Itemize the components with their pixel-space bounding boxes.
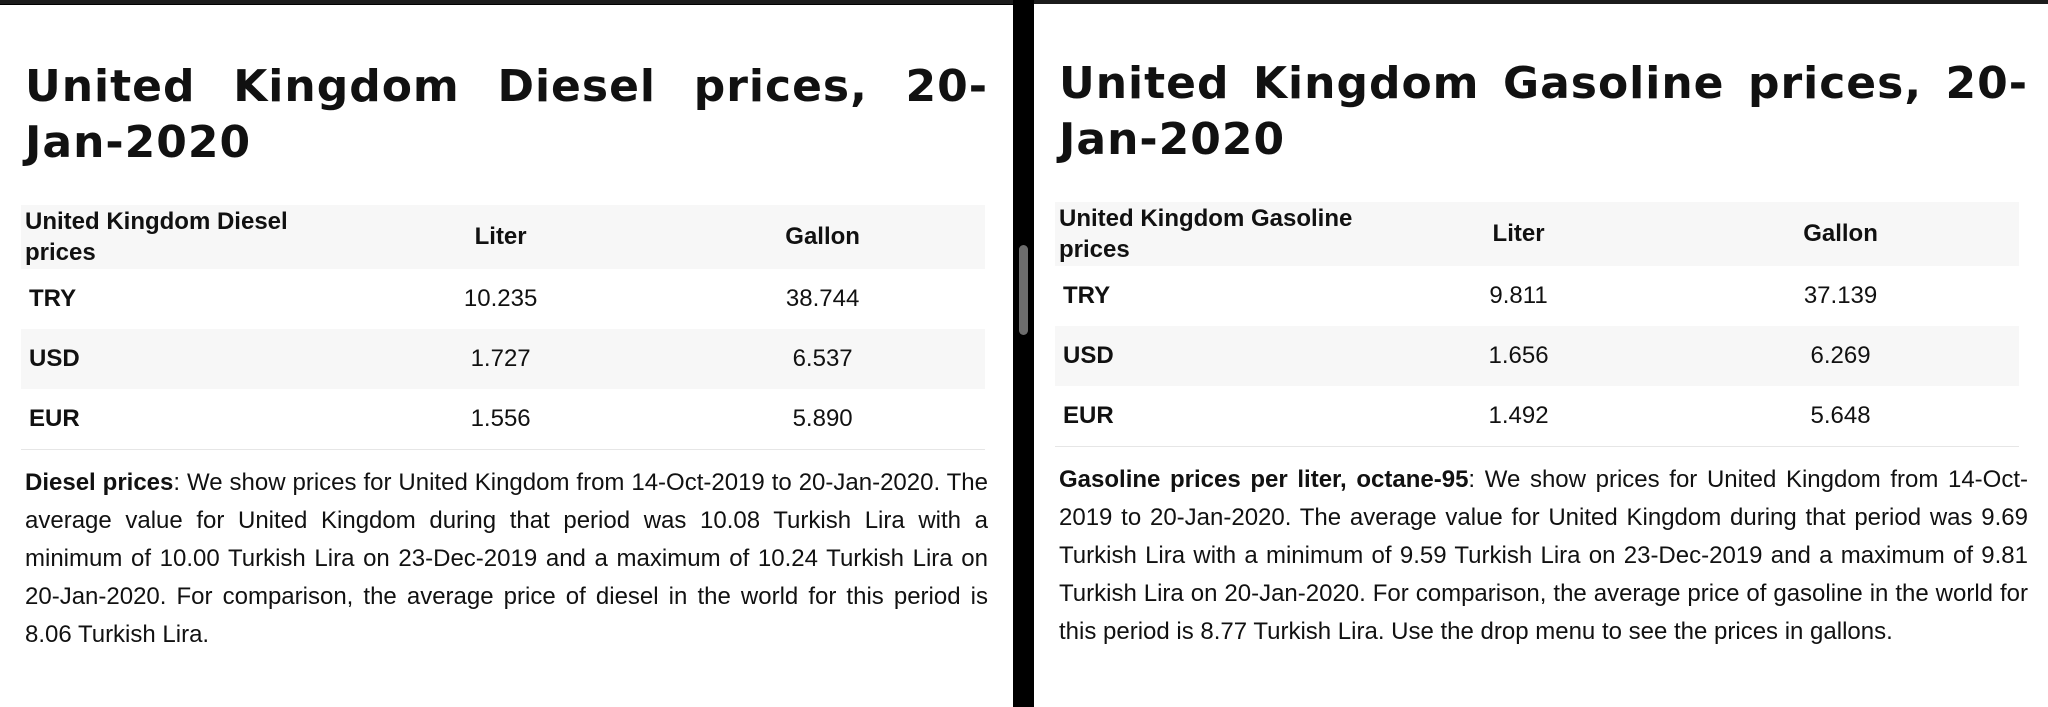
liter-price: 1.556 — [341, 389, 661, 450]
liter-price: 1.656 — [1375, 326, 1663, 386]
page-title: United Kingdom Diesel prices, 20-Jan-202… — [25, 61, 988, 168]
page-title: United Kingdom Gasoline prices, 20-Jan-2… — [1059, 58, 2028, 165]
table-header-row: United Kingdom Gasoline prices Liter Gal… — [1055, 202, 2019, 266]
price-table: United Kingdom Gasoline prices Liter Gal… — [1055, 202, 2019, 447]
price-description: Diesel prices: We show prices for United… — [25, 464, 988, 654]
description-heading: Gasoline prices per liter, octane-95 — [1059, 465, 1469, 493]
column-header-gallon: Gallon — [660, 205, 985, 269]
liter-price: 9.811 — [1489, 282, 1548, 309]
divider-drag-handle[interactable] — [1019, 245, 1028, 335]
gallon-price: 38.744 — [785, 285, 860, 312]
right-pane-gasoline: United Kingdom Gasoline prices, 20-Jan-2… — [1034, 4, 2048, 707]
gallon-price: 6.269 — [1662, 326, 2019, 386]
gallon-price: 6.537 — [660, 329, 985, 389]
table-header-row: United Kingdom Diesel prices Liter Gallo… — [21, 205, 985, 269]
table-row: TRY 10.235 38.744 — [21, 269, 985, 329]
gallon-price: 5.890 — [660, 389, 985, 450]
table-row: USD 1.656 6.269 — [1055, 326, 2019, 386]
description-heading: Diesel prices — [25, 468, 174, 496]
left-pane-diesel: United Kingdom Diesel prices, 20-Jan-202… — [0, 5, 1013, 707]
currency-label: EUR — [21, 389, 341, 450]
table-row: USD 1.727 6.537 — [21, 329, 985, 389]
column-header-name: United Kingdom Gasoline prices — [1055, 202, 1375, 266]
description-text: : We show prices for United Kingdom from… — [1059, 465, 2029, 645]
currency-label: USD — [1055, 326, 1375, 386]
gallon-price: 37.139 — [1803, 282, 1878, 309]
table-row: EUR 1.492 5.648 — [1055, 386, 2019, 447]
column-header-gallon: Gallon — [1662, 202, 2019, 266]
currency-label: USD — [21, 329, 341, 389]
column-header-name: United Kingdom Diesel prices — [21, 205, 341, 269]
price-table: United Kingdom Diesel prices Liter Gallo… — [21, 205, 985, 450]
liter-price: 1.492 — [1375, 386, 1663, 447]
liter-price: 1.727 — [341, 329, 661, 389]
table-row: TRY 9.811 37.139 — [1055, 266, 2019, 326]
currency-label: TRY — [1063, 282, 1111, 309]
currency-label: EUR — [1055, 386, 1375, 447]
currency-label: TRY — [29, 285, 77, 312]
description-text: : We show prices for United Kingdom from… — [25, 468, 988, 648]
gallon-price: 5.648 — [1662, 386, 2019, 447]
column-header-liter: Liter — [1375, 202, 1663, 266]
liter-price: 10.235 — [463, 285, 538, 312]
column-header-liter: Liter — [341, 205, 661, 269]
price-description: Gasoline prices per liter, octane-95: We… — [1059, 461, 2028, 651]
table-row: EUR 1.556 5.890 — [21, 389, 985, 450]
split-view-divider[interactable] — [1013, 0, 1034, 707]
